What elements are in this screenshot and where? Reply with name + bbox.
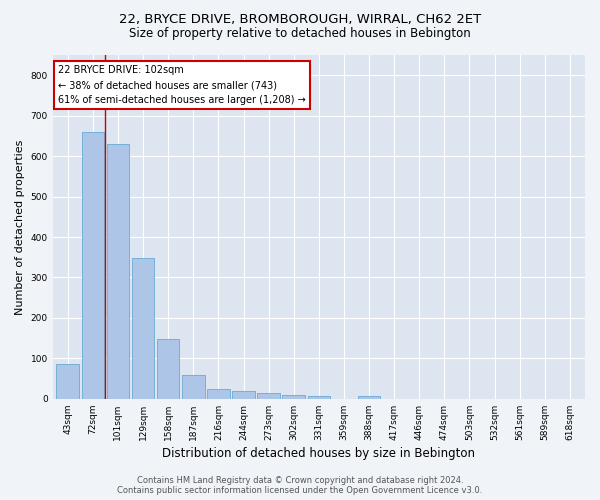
Text: Contains HM Land Registry data © Crown copyright and database right 2024.
Contai: Contains HM Land Registry data © Crown c… — [118, 476, 482, 495]
Bar — [182, 376, 205, 399]
Bar — [107, 144, 129, 399]
Bar — [358, 396, 380, 399]
Bar — [132, 258, 154, 399]
Bar — [257, 393, 280, 399]
Bar — [283, 395, 305, 399]
Bar — [207, 389, 230, 399]
Text: Size of property relative to detached houses in Bebington: Size of property relative to detached ho… — [129, 28, 471, 40]
Text: 22, BRYCE DRIVE, BROMBOROUGH, WIRRAL, CH62 2ET: 22, BRYCE DRIVE, BROMBOROUGH, WIRRAL, CH… — [119, 12, 481, 26]
Bar — [232, 390, 255, 399]
X-axis label: Distribution of detached houses by size in Bebington: Distribution of detached houses by size … — [163, 447, 475, 460]
Bar — [82, 132, 104, 399]
Bar — [157, 339, 179, 399]
Text: 22 BRYCE DRIVE: 102sqm
← 38% of detached houses are smaller (743)
61% of semi-de: 22 BRYCE DRIVE: 102sqm ← 38% of detached… — [58, 66, 306, 105]
Bar — [56, 364, 79, 399]
Bar — [308, 396, 330, 399]
Y-axis label: Number of detached properties: Number of detached properties — [15, 139, 25, 314]
